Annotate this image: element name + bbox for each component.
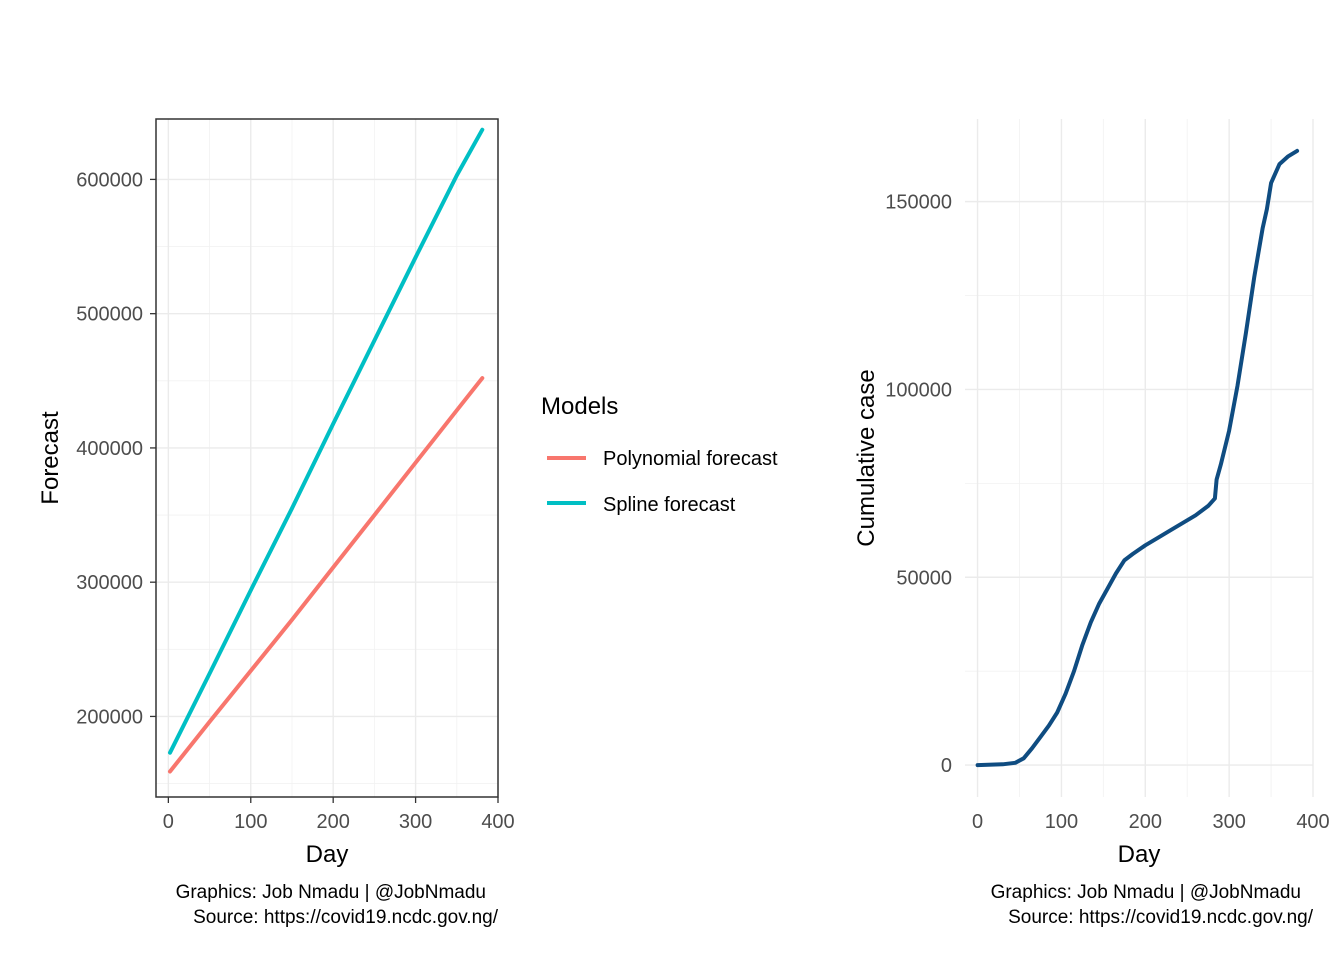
- forecast-y-tick-label: 200000: [76, 706, 143, 728]
- forecast-caption-source: Source: https://covid19.ncdc.gov.ng/: [193, 907, 499, 928]
- cumulative-y-axis-title: Cumulative case: [853, 369, 880, 546]
- forecast-y-tick-label: 600000: [76, 169, 143, 191]
- cumulative-series-lines: [975, 148, 1300, 768]
- cumulative-x-tick-label: 200: [1129, 811, 1162, 833]
- cumulative-y-tick-label: 0: [941, 755, 952, 777]
- forecast-series-line-1: [168, 127, 485, 755]
- legend-label-spline: Spline forecast: [603, 494, 736, 516]
- cumulative-x-tick-label: 400: [1296, 811, 1329, 833]
- cumulative-y-tick-label: 50000: [896, 567, 952, 589]
- forecast-x-tick-label: 200: [316, 811, 349, 833]
- cumulative-caption-credit: Graphics: Job Nmadu | @JobNmadu: [991, 882, 1301, 903]
- forecast-series-line-0: [168, 376, 485, 774]
- forecast-x-tick-label: 100: [234, 811, 267, 833]
- cumulative-y-tick-label: 100000: [885, 379, 952, 401]
- forecast-y-tick-label: 500000: [76, 304, 143, 326]
- cumulative-series-line-0: [975, 148, 1300, 768]
- cumulative-x-axis-title: Day: [1118, 841, 1161, 868]
- forecast-chart: 0 100 200 300 400 200000 300000 400000 500000 600…: [37, 118, 515, 928]
- cumulative-y-tick-label: 150000: [885, 192, 952, 214]
- cumulative-x-tick-label: 0: [972, 811, 983, 833]
- forecast-x-axis-title: Day: [306, 841, 349, 868]
- forecast-panel-border: [155, 118, 499, 798]
- forecast-axis-ticks: 0 100 200 300 400 200000 300000 400000 500000 600…: [76, 169, 514, 833]
- forecast-caption-credit: Graphics: Job Nmadu | @JobNmadu: [176, 882, 486, 903]
- forecast-x-tick-label: 0: [163, 811, 174, 833]
- cumulative-caption-source: Source: https://covid19.ncdc.gov.ng/: [1008, 907, 1314, 928]
- cumulative-x-tick-label: 300: [1212, 811, 1245, 833]
- forecast-y-axis-title: Forecast: [37, 411, 64, 505]
- cumulative-axis-ticks: 0 100 200 300 400 0 50000 100000 150000: [885, 192, 1329, 833]
- cumulative-case-chart: 0 100 200 300 400 0 50000 100000 150000 Day Cumu…: [853, 119, 1330, 928]
- cumulative-gridlines: [965, 119, 1314, 797]
- forecast-y-tick-label: 400000: [76, 438, 143, 460]
- legend-title: Models: [541, 393, 618, 420]
- models-legend: Models Polynomial forecast Spline foreca…: [541, 393, 778, 516]
- forecast-x-tick-label: 400: [481, 811, 514, 833]
- legend-label-polynomial: Polynomial forecast: [603, 448, 778, 470]
- forecast-y-tick-label: 300000: [76, 572, 143, 594]
- forecast-series-lines: [168, 127, 485, 774]
- cumulative-x-tick-label: 100: [1045, 811, 1078, 833]
- forecast-x-tick-label: 300: [399, 811, 432, 833]
